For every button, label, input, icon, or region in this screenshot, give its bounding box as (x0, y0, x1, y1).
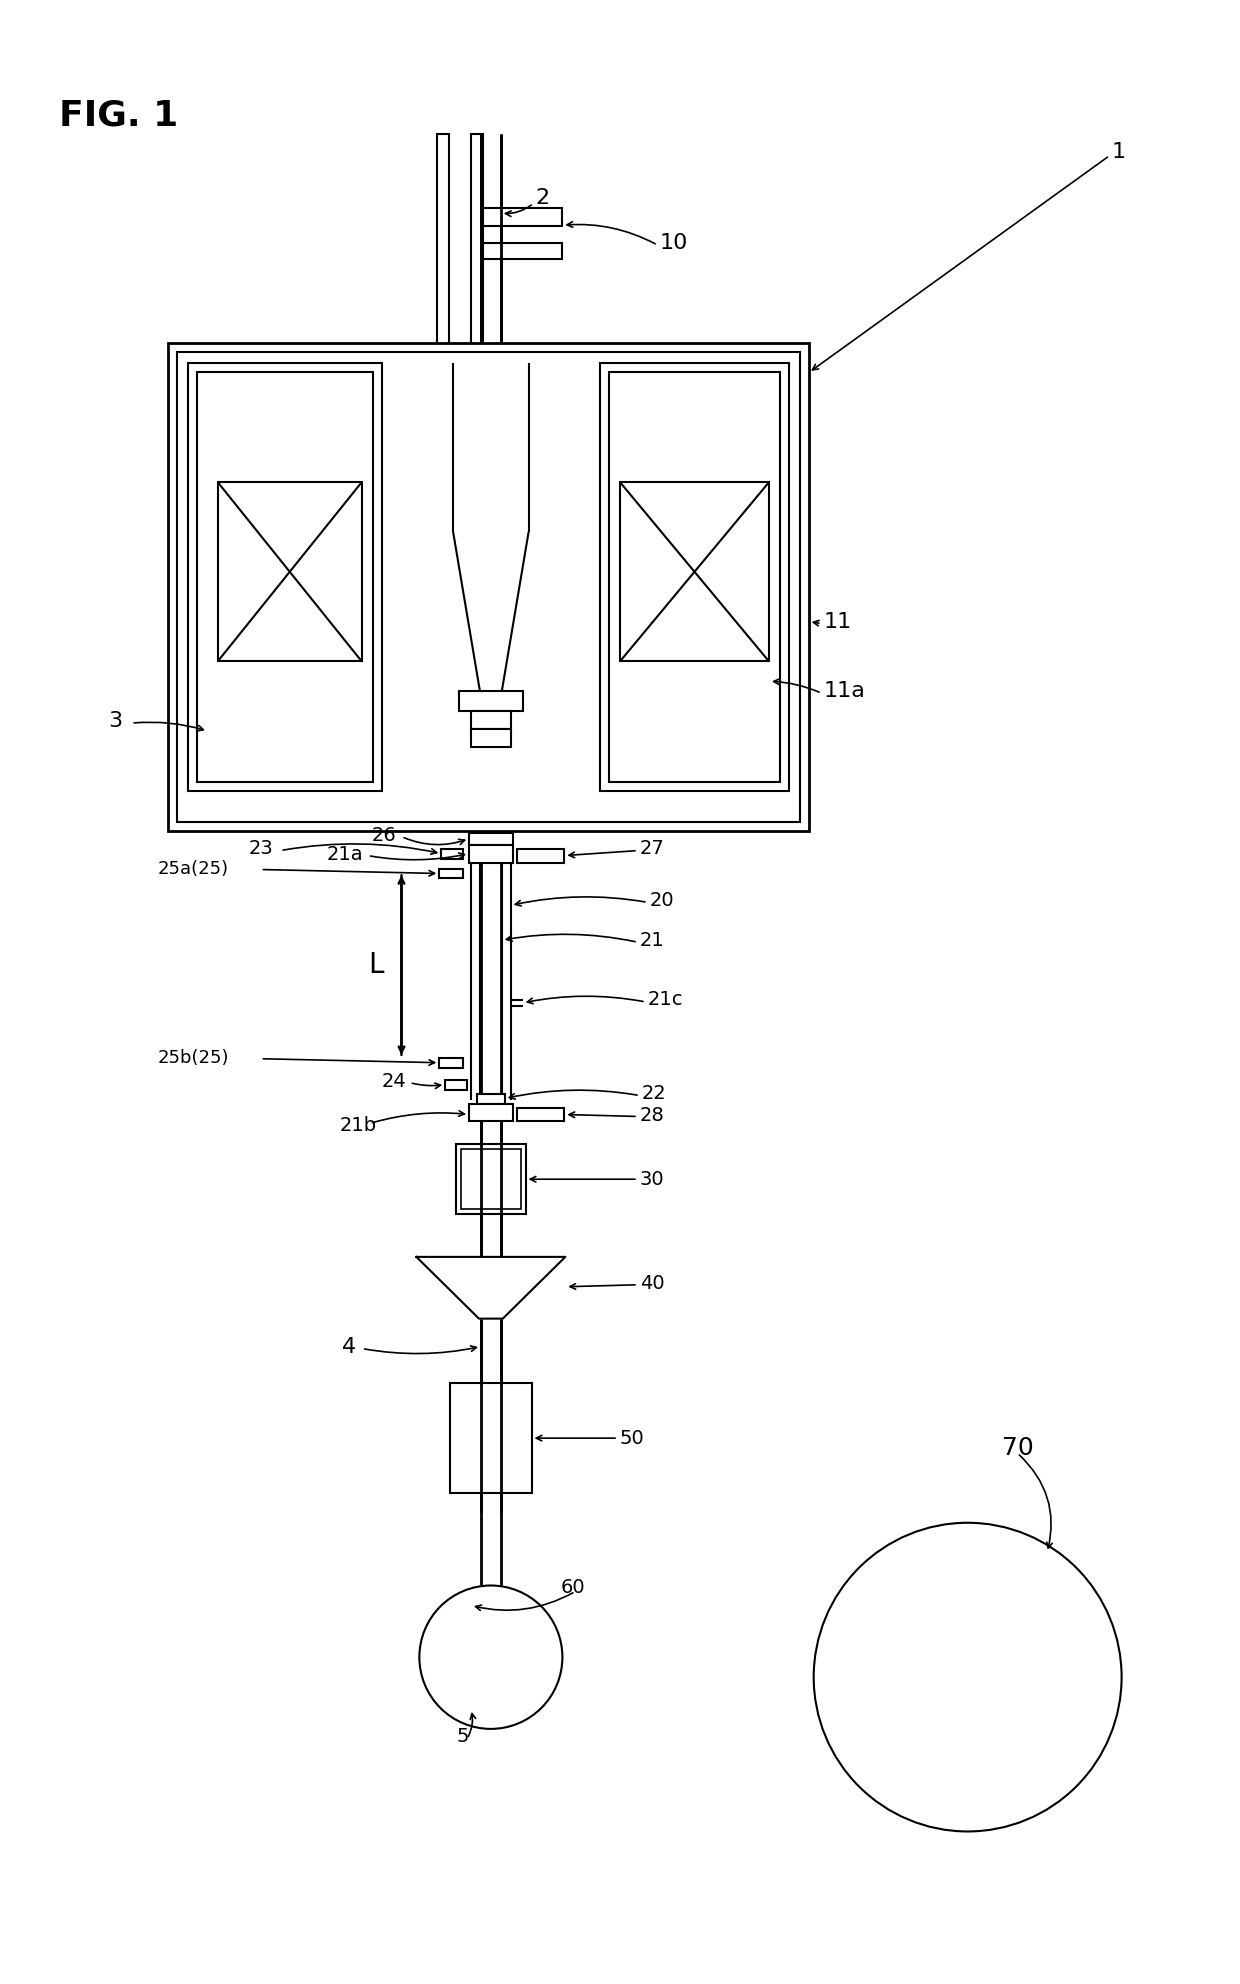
FancyBboxPatch shape (459, 690, 522, 710)
FancyBboxPatch shape (218, 482, 362, 661)
Text: 40: 40 (640, 1274, 665, 1294)
Text: 21a: 21a (327, 845, 363, 865)
Text: 24: 24 (382, 1071, 407, 1091)
Text: FIG. 1: FIG. 1 (58, 99, 179, 133)
Text: L: L (368, 950, 383, 980)
Text: 21c: 21c (647, 990, 683, 1010)
FancyBboxPatch shape (445, 1079, 467, 1089)
Text: 25b(25): 25b(25) (159, 1050, 229, 1067)
FancyBboxPatch shape (482, 208, 563, 226)
FancyBboxPatch shape (517, 849, 564, 863)
Text: 4: 4 (342, 1337, 356, 1357)
Text: 70: 70 (1002, 1436, 1034, 1460)
FancyBboxPatch shape (169, 343, 808, 831)
Text: 21: 21 (640, 930, 665, 950)
Text: 5: 5 (456, 1728, 469, 1746)
FancyBboxPatch shape (438, 133, 449, 700)
FancyBboxPatch shape (469, 845, 512, 863)
Text: 10: 10 (660, 234, 688, 254)
Text: 1: 1 (1112, 141, 1126, 161)
Text: 25a(25): 25a(25) (159, 859, 229, 877)
FancyBboxPatch shape (450, 1383, 532, 1492)
FancyBboxPatch shape (477, 1093, 505, 1103)
Text: 30: 30 (640, 1171, 665, 1188)
Text: 50: 50 (620, 1428, 645, 1448)
FancyBboxPatch shape (461, 1149, 521, 1208)
Text: 28: 28 (640, 1105, 665, 1125)
Text: 26: 26 (372, 825, 397, 845)
FancyBboxPatch shape (471, 710, 511, 728)
FancyBboxPatch shape (456, 1145, 526, 1214)
Text: 27: 27 (640, 839, 665, 859)
Text: 23: 23 (248, 839, 273, 859)
Text: 3: 3 (108, 710, 123, 732)
FancyBboxPatch shape (600, 363, 789, 792)
Polygon shape (417, 1258, 565, 1319)
FancyBboxPatch shape (439, 869, 463, 879)
FancyBboxPatch shape (482, 244, 563, 260)
Text: 22: 22 (642, 1083, 667, 1103)
FancyBboxPatch shape (441, 849, 463, 859)
FancyBboxPatch shape (620, 482, 769, 661)
FancyBboxPatch shape (177, 351, 800, 821)
FancyBboxPatch shape (517, 1107, 564, 1121)
Text: 11a: 11a (823, 681, 866, 700)
FancyBboxPatch shape (197, 371, 373, 782)
Text: 11: 11 (823, 611, 852, 631)
FancyBboxPatch shape (471, 728, 511, 748)
FancyBboxPatch shape (469, 833, 512, 845)
FancyBboxPatch shape (469, 1103, 512, 1121)
FancyBboxPatch shape (439, 1057, 463, 1067)
FancyBboxPatch shape (188, 363, 382, 792)
FancyBboxPatch shape (471, 133, 482, 393)
Text: 20: 20 (650, 891, 675, 911)
Text: 60: 60 (560, 1577, 585, 1597)
FancyBboxPatch shape (609, 371, 780, 782)
Text: 21b: 21b (340, 1115, 377, 1135)
Text: 2: 2 (536, 188, 549, 208)
